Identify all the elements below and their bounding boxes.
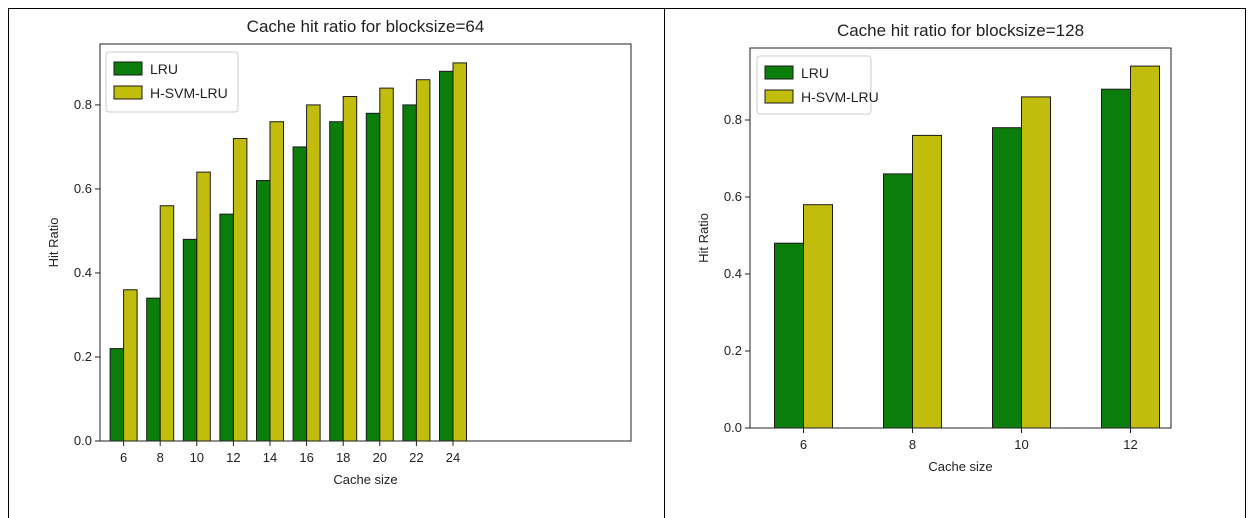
bar-h-svm-lru-20 (379, 87, 394, 442)
x-tick-label: 12 (226, 450, 240, 465)
y-tick-label: 0.0 (74, 433, 92, 448)
bar-h-svm-lru-24 (452, 62, 467, 442)
bar-lru-10 (992, 127, 1022, 429)
chart-title: Cache hit ratio for blocksize=128 (837, 21, 1084, 40)
bar-lru-24 (439, 70, 454, 442)
bar-h-svm-lru-10 (196, 171, 211, 442)
chart-title: Cache hit ratio for blocksize=64 (247, 17, 485, 36)
x-axis-label: Cache size (928, 459, 992, 474)
legend-label-lru: LRU (150, 61, 178, 77)
bar-lru-12 (219, 213, 234, 442)
legend-swatch-lru (113, 61, 143, 76)
x-tick-label: 6 (120, 450, 127, 465)
bar-h-svm-lru-14 (269, 121, 284, 442)
bar-h-svm-lru-12 (1130, 65, 1160, 429)
bar-lru-18 (329, 121, 344, 442)
x-tick-label: 12 (1123, 437, 1137, 452)
x-tick-label: 6 (800, 437, 807, 452)
x-tick-label: 22 (409, 450, 423, 465)
y-axis-label: Hit Ratio (46, 218, 61, 268)
chart-blocksize-128: Cache hit ratio for blocksize=128 0.0 0.2 0… (696, 21, 1172, 474)
y-tick-label: 0.8 (724, 112, 742, 127)
bar-lru-8 (883, 173, 913, 429)
bar-h-svm-lru-8 (159, 205, 175, 442)
x-tick-label: 8 (909, 437, 916, 452)
bar-lru-6 (109, 348, 125, 442)
y-tick-label: 0.2 (74, 349, 92, 364)
bar-h-svm-lru-18 (342, 96, 358, 442)
bar-h-svm-lru-10 (1021, 96, 1051, 429)
bar-h-svm-lru-8 (912, 134, 942, 429)
legend-swatch-lru (764, 65, 794, 80)
legend-swatch-h-svm-lru (764, 89, 794, 104)
bar-lru-14 (256, 180, 271, 442)
bar-h-svm-lru-22 (415, 79, 431, 442)
bar-lru-10 (182, 238, 198, 442)
x-tick-label: 10 (1014, 437, 1028, 452)
figure-divider (664, 8, 665, 518)
x-tick-label: 20 (373, 450, 387, 465)
x-axis-label: Cache size (333, 472, 397, 487)
chart-blocksize-64: Cache hit ratio for blocksize=64 0.0 0.2 0.… (46, 17, 632, 487)
y-tick-label: 0.2 (724, 343, 742, 358)
bar-lru-20 (365, 112, 381, 442)
legend-swatch-h-svm-lru (113, 85, 143, 100)
x-tick-label: 24 (446, 450, 460, 465)
legend-label-h-svm-lru: H-SVM-LRU (801, 89, 879, 105)
bar-lru-6 (774, 242, 804, 429)
bar-lru-22 (402, 104, 417, 442)
plot-area-frame (749, 47, 1172, 429)
legend-label-h-svm-lru: H-SVM-LRU (150, 85, 228, 101)
plot-area-frame (99, 43, 632, 442)
y-tick-label: 0.8 (74, 97, 92, 112)
y-tick-label: 0.6 (724, 189, 742, 204)
x-tick-label: 8 (157, 450, 164, 465)
bar-h-svm-lru-12 (232, 138, 248, 442)
x-tick-label: 16 (299, 450, 313, 465)
bar-h-svm-lru-6 (803, 204, 833, 429)
legend-label-lru: LRU (801, 65, 829, 81)
y-tick-label: 0.4 (724, 266, 742, 281)
y-tick-label: 0.6 (74, 181, 92, 196)
y-tick-label: 0.4 (74, 265, 92, 280)
y-tick-label: 0.0 (724, 420, 742, 435)
x-tick-label: 18 (336, 450, 350, 465)
bar-lru-8 (146, 297, 161, 442)
bar-lru-12 (1101, 88, 1131, 429)
x-tick-label: 10 (190, 450, 204, 465)
figure-frame (8, 8, 1246, 518)
y-axis-label: Hit Ratio (696, 213, 711, 263)
bar-h-svm-lru-6 (123, 289, 138, 442)
x-tick-label: 14 (263, 450, 277, 465)
bar-h-svm-lru-16 (306, 104, 321, 442)
bar-lru-16 (292, 146, 308, 442)
